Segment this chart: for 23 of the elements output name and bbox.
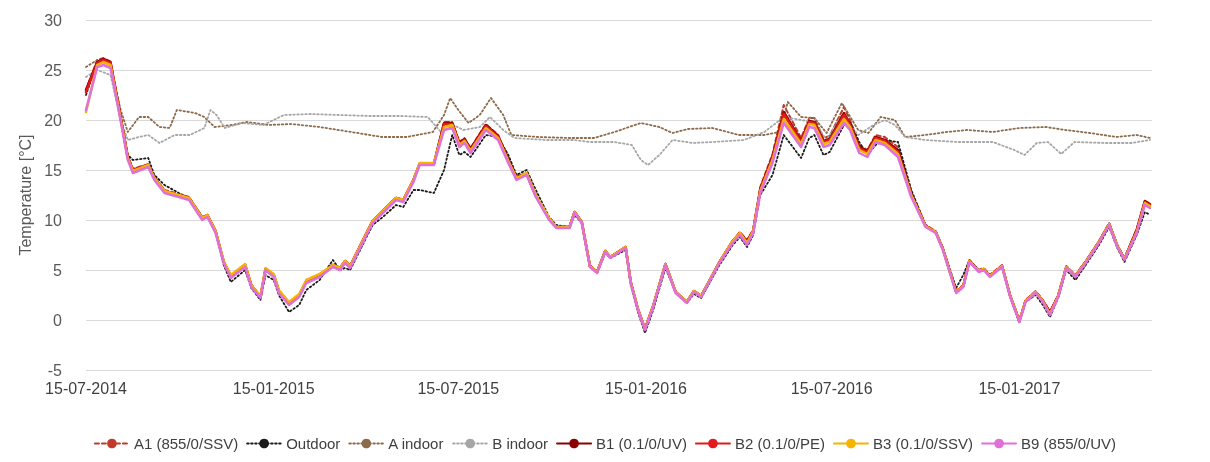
legend-label: B9 (855/0/UV) [1021,435,1117,452]
y-axis-title: Temperature [°C] [16,134,34,256]
y-tick-label: 5 [53,261,63,279]
x-tick-label: 15-01-2015 [232,379,315,397]
y-tick-label: 0 [53,311,63,329]
legend-label: Outdoor [286,435,341,452]
y-tick-label: -5 [47,361,63,379]
x-tick-label: 15-07-2014 [45,379,128,397]
legend-label: B indoor [492,435,549,452]
x-tick-label: 15-07-2016 [790,379,873,397]
legend-label: B1 (0.1/0/UV) [596,435,687,452]
y-tick-label: 20 [44,111,63,129]
x-tick-label: 15-01-2016 [605,379,688,397]
y-tick-label: 15 [44,161,63,179]
y-tick-label: 30 [44,11,63,29]
legend-label: B2 (0.1/0/PE) [734,435,825,452]
x-tick-label: 15-07-2015 [417,379,500,397]
y-tick-label: 10 [44,211,63,229]
legend-label: B3 (0.1/0/SSV) [872,435,974,452]
y-tick-label: 25 [44,61,63,79]
legend-label: A1 (855/0/SSV) [133,435,239,452]
x-tick-label: 15-01-2017 [978,379,1061,397]
legend-label: A indoor [388,435,444,452]
